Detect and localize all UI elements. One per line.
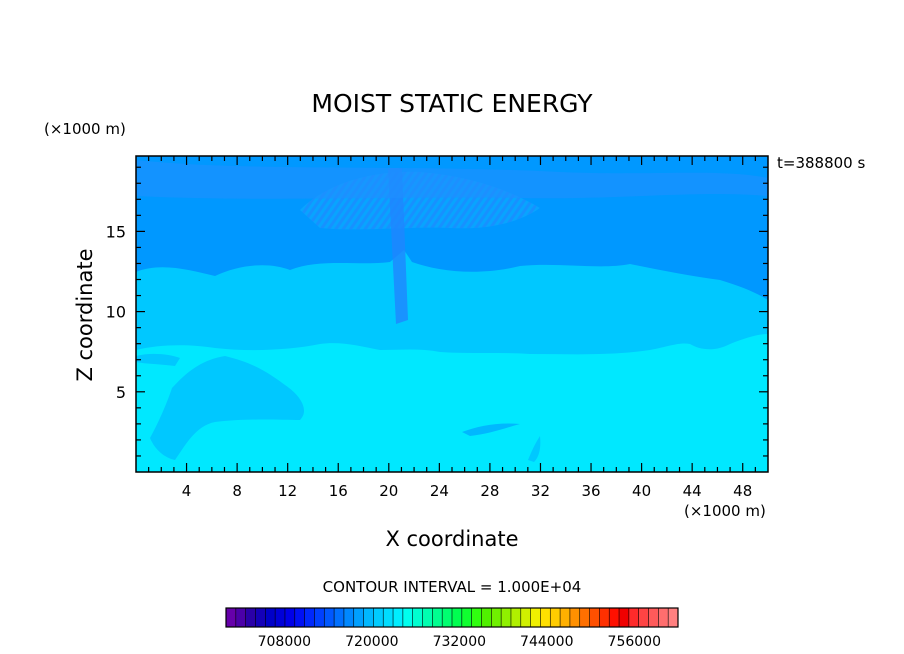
colorbar-swatch — [314, 608, 325, 627]
y-axis-label: Z coordinate — [73, 248, 97, 381]
y-tick-label: 5 — [116, 383, 126, 402]
colorbar-swatch — [245, 608, 256, 627]
contour-interval-label: CONTOUR INTERVAL = 1.000E+04 — [323, 578, 582, 596]
small-wisp — [462, 423, 520, 436]
y-tick-label: 15 — [106, 222, 126, 241]
x-unit-label: (×1000 m) — [684, 502, 766, 520]
colorbar-tick-label: 708000 — [258, 634, 311, 650]
colorbar-swatch — [520, 608, 532, 627]
colorbar-tick-label: 720000 — [345, 634, 398, 650]
colorbar-tick-label: 756000 — [608, 634, 661, 650]
x-tick-label: 8 — [232, 482, 242, 500]
x-tick-label: 40 — [632, 482, 651, 500]
small-plume — [528, 436, 541, 462]
colorbar-swatch — [324, 608, 335, 627]
colorbar-frame — [225, 607, 679, 628]
left-edge-wisp — [136, 353, 180, 366]
x-tick-label: 4 — [182, 482, 192, 500]
colorbar-swatch — [432, 608, 443, 627]
colorbar-swatch — [383, 608, 394, 627]
colorbar-swatch — [393, 608, 404, 627]
colorbar-swatch — [226, 608, 237, 627]
y-unit-label: (×1000 m) — [44, 120, 126, 138]
colorbar-swatch — [619, 608, 630, 627]
colorbar-swatch — [343, 608, 355, 627]
colorbar-swatch — [373, 608, 384, 627]
plot-area — [136, 156, 768, 472]
colorbar-swatch — [422, 608, 433, 627]
time-label: t=388800 s — [777, 154, 865, 172]
colorbar-swatch — [294, 608, 306, 627]
x-tick-label: 24 — [430, 482, 449, 500]
colorbar-swatch — [442, 608, 453, 627]
colorbar-swatch — [550, 608, 561, 627]
x-tick-label: 20 — [379, 482, 398, 500]
colorbar-swatch — [334, 608, 345, 627]
colorbar-swatch — [579, 608, 591, 627]
colorbar-swatch — [265, 608, 276, 627]
central-column — [388, 168, 408, 324]
colorbar-swatch — [609, 608, 620, 627]
field-lower-layer — [136, 334, 768, 472]
colorbar-swatch — [569, 608, 581, 627]
colorbar — [225, 607, 679, 628]
x-tick-label: 36 — [581, 482, 600, 500]
colorbar-swatch — [304, 608, 315, 627]
x-tick-label: 12 — [278, 482, 297, 500]
colorbar-swatch — [461, 608, 473, 627]
colorbar-swatch — [255, 608, 266, 627]
colorbar-tick-labels: 708000 720000 732000 744000 756000 — [258, 634, 661, 650]
colorbar-swatch — [501, 608, 512, 627]
colorbar-swatch — [353, 608, 365, 627]
colorbar-swatch — [471, 608, 482, 627]
y-tick-label: 10 — [106, 303, 126, 322]
colorbar-swatch — [628, 608, 640, 627]
x-axis-label: X coordinate — [385, 527, 518, 551]
colorbar-swatch — [530, 608, 541, 627]
colorbar-swatch — [648, 608, 659, 627]
x-tick-label: 28 — [480, 482, 499, 500]
colorbar-swatch — [638, 608, 650, 627]
x-tick-label: 16 — [329, 482, 348, 500]
top-band — [136, 160, 768, 199]
colorbar-swatch — [668, 608, 679, 627]
colorbar-swatch — [363, 608, 374, 627]
colorbar-swatch — [560, 608, 571, 627]
colorbar-swatch — [235, 608, 247, 627]
colorbar-swatch — [284, 608, 296, 627]
colorbar-swatch — [402, 608, 414, 627]
colorbar-swatch — [491, 608, 502, 627]
x-tick-label: 44 — [683, 482, 702, 500]
colorbar-swatch — [658, 608, 669, 627]
x-tick-label: 48 — [733, 482, 752, 500]
colorbar-tick-label: 744000 — [520, 634, 573, 650]
x-axis-ticks: 4 8 12 16 20 24 28 32 36 40 44 48 — [148, 156, 756, 500]
y-axis-tick-labels: 5 10 15 — [106, 166, 768, 457]
chart-title: MOIST STATIC ENERGY — [311, 89, 593, 118]
mid-blue-pocket — [150, 356, 305, 460]
colorbar-swatch — [599, 608, 610, 627]
colorbar-swatch — [589, 608, 600, 627]
x-tick-label: 32 — [531, 482, 550, 500]
colorbar-swatch — [481, 608, 492, 627]
colorbar-swatch — [510, 608, 522, 627]
colorbar-swatch — [275, 608, 286, 627]
colorbar-tick-label: 732000 — [433, 634, 486, 650]
colorbar-swatch — [452, 608, 463, 627]
colorbar-swatch — [412, 608, 424, 627]
colorbar-swatch — [540, 608, 551, 627]
